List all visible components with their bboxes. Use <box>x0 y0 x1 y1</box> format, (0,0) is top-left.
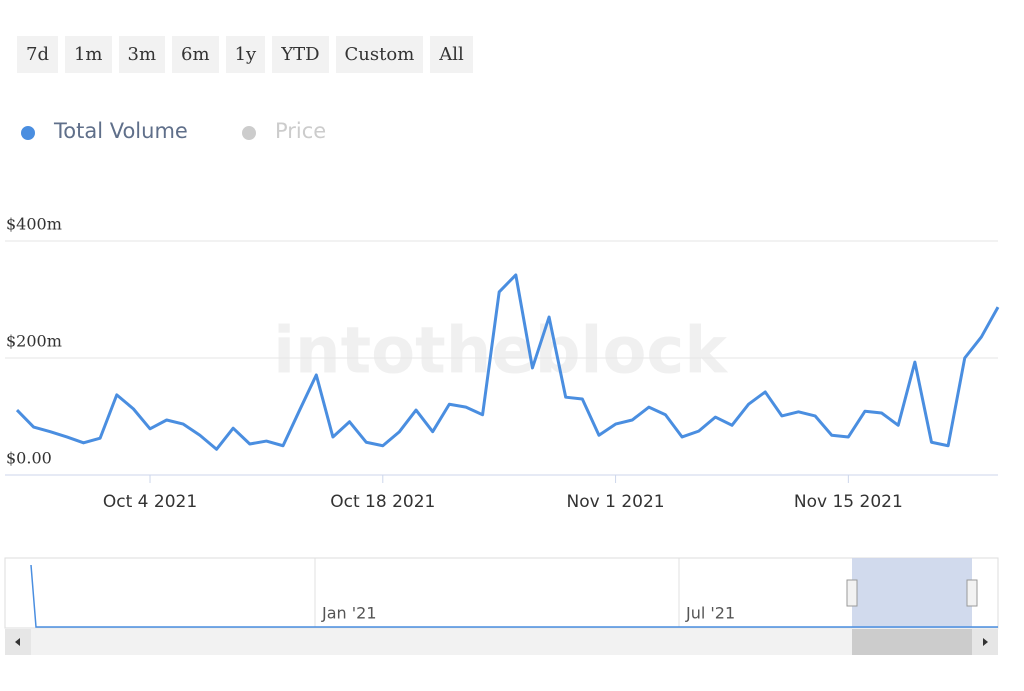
navigator-mask <box>852 558 972 628</box>
y-tick-label: $400m <box>6 215 62 234</box>
range-button[interactable]: All <box>430 36 473 73</box>
legend-marker <box>21 126 35 140</box>
arrow <box>983 638 988 646</box>
navigator <box>4 557 999 629</box>
x-tick-label: Oct 4 2021 <box>103 492 197 512</box>
legend-label[interactable]: Total Volume <box>53 119 188 143</box>
range-button[interactable]: YTD <box>272 36 329 73</box>
navigator-label: Jul '21 <box>685 604 735 623</box>
range-selector: 7d 1m 3m 6m 1y YTD Custom All <box>17 36 473 73</box>
range-button[interactable]: Custom <box>335 36 424 73</box>
range-button[interactable]: 1y <box>225 36 266 73</box>
scrollbar-thumb[interactable] <box>852 629 972 655</box>
range-button[interactable]: 1m <box>64 36 112 73</box>
range-button[interactable]: 7d <box>17 36 58 73</box>
x-tick-label: Nov 15 2021 <box>794 492 903 512</box>
legend-marker <box>242 126 256 140</box>
range-button[interactable]: 6m <box>172 36 219 73</box>
line <box>15 273 1000 451</box>
y-tick-label: $200m <box>6 332 62 351</box>
navigator-handle[interactable] <box>966 579 978 607</box>
navigator-label: Jan '21 <box>321 604 377 623</box>
x-tick-label: Nov 1 2021 <box>567 492 665 512</box>
arrow <box>15 638 20 646</box>
range-button[interactable]: 3m <box>118 36 166 73</box>
scrollbar-track[interactable] <box>5 629 998 655</box>
y-tick-label: $0.00 <box>6 449 52 468</box>
watermark: intotheblock <box>273 315 728 389</box>
x-tick-label: Oct 18 2021 <box>330 492 435 512</box>
legend-label[interactable]: Price <box>275 119 326 143</box>
navigator-line <box>30 564 998 628</box>
navigator-handle[interactable] <box>846 579 858 607</box>
